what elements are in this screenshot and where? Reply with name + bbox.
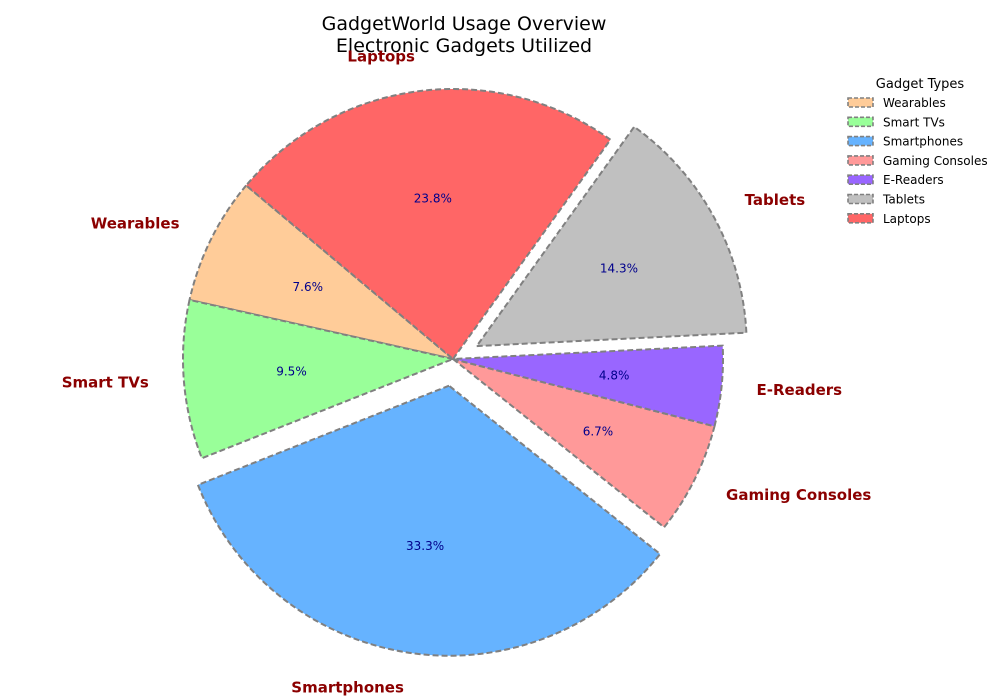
pie-slice-smartphones: [196, 384, 662, 657]
pie-labels: 7.6% Wearables 9.5% Smart TVs 33.3% Smartphon…: [62, 47, 872, 696]
chart-title: GadgetWorld Usage Overview: [322, 13, 607, 35]
pct-label-laptops: 23.8%: [414, 191, 452, 205]
category-label-e-readers: E-Readers: [757, 381, 843, 399]
legend-swatch-e-readers: [847, 174, 874, 185]
legend-swatch-wearables: [847, 97, 874, 108]
category-label-tablets: Tablets: [745, 191, 806, 209]
legend-swatch-laptops: [847, 213, 874, 224]
legend-label-smartphones: Smartphones: [883, 135, 963, 149]
legend-label-wearables: Wearables: [883, 96, 946, 110]
pct-label-smartphones: 33.3%: [406, 539, 444, 553]
pie-slice-wearables: [188, 184, 454, 360]
category-label-wearables: Wearables: [91, 215, 180, 233]
pct-label-tablets: 14.3%: [600, 262, 638, 276]
pct-label-e-readers: 4.8%: [599, 368, 630, 382]
legend-label-laptops: Laptops: [883, 212, 931, 226]
legend-label-smart-tvs: Smart TVs: [883, 115, 945, 129]
pie-slices: [182, 88, 748, 657]
legend-label-gaming-consoles: Gaming Consoles: [883, 154, 988, 168]
pct-label-gaming-consoles: 6.7%: [583, 424, 614, 438]
category-label-smart-tvs: Smart TVs: [62, 374, 149, 392]
category-label-gaming-consoles: Gaming Consoles: [726, 486, 871, 504]
legend-swatch-smartphones: [847, 135, 874, 147]
legend: Gadget Types Wearables Smart TVs Smartphon…: [847, 77, 988, 226]
legend-label-tablets: Tablets: [882, 193, 925, 207]
category-label-laptops: Laptops: [347, 47, 415, 65]
pct-label-smart-tvs: 9.5%: [276, 365, 307, 379]
legend-swatch-smart-tvs: [847, 116, 874, 128]
pct-label-wearables: 7.6%: [293, 280, 324, 294]
pie-slice-gaming-consoles: [452, 358, 716, 529]
pie-slice-e-readers: [452, 344, 724, 428]
category-label-smartphones: Smartphones: [291, 678, 404, 696]
pie-slice-laptops: [244, 88, 612, 361]
chart-subtitle: Electronic Gadgets Utilized: [336, 35, 592, 57]
pie-slice-smart-tvs: [182, 298, 457, 460]
legend-swatch-tablets: [847, 193, 874, 205]
legend-label-e-readers: E-Readers: [883, 173, 944, 187]
legend-swatch-gaming-consoles: [847, 155, 874, 166]
legend-title: Gadget Types: [876, 77, 965, 92]
pie-slice-tablets: [474, 125, 748, 348]
